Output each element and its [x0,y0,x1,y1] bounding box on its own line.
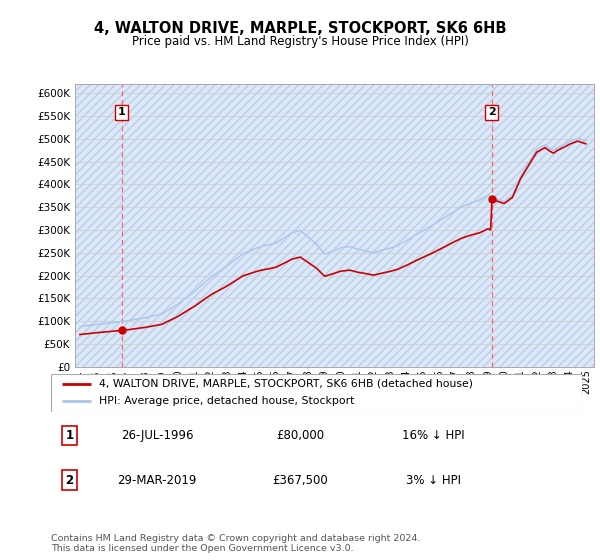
Text: 3% ↓ HPI: 3% ↓ HPI [406,474,461,487]
Bar [75,84,594,367]
Text: £80,000: £80,000 [277,429,325,442]
Text: Contains HM Land Registry data © Crown copyright and database right 2024.
This d: Contains HM Land Registry data © Crown c… [51,534,421,553]
Text: 29-MAR-2019: 29-MAR-2019 [118,474,197,487]
Text: 1: 1 [65,429,74,442]
Text: 2: 2 [65,474,74,487]
Text: 4, WALTON DRIVE, MARPLE, STOCKPORT, SK6 6HB (detached house): 4, WALTON DRIVE, MARPLE, STOCKPORT, SK6 … [99,379,473,389]
Text: Price paid vs. HM Land Registry's House Price Index (HPI): Price paid vs. HM Land Registry's House … [131,35,469,48]
Text: HPI: Average price, detached house, Stockport: HPI: Average price, detached house, Stoc… [99,396,354,407]
Text: 1: 1 [118,108,126,117]
Text: £367,500: £367,500 [272,474,328,487]
Text: 26-JUL-1996: 26-JUL-1996 [121,429,193,442]
Text: 2: 2 [488,108,496,117]
Text: 16% ↓ HPI: 16% ↓ HPI [402,429,464,442]
Text: 4, WALTON DRIVE, MARPLE, STOCKPORT, SK6 6HB: 4, WALTON DRIVE, MARPLE, STOCKPORT, SK6 … [94,21,506,36]
